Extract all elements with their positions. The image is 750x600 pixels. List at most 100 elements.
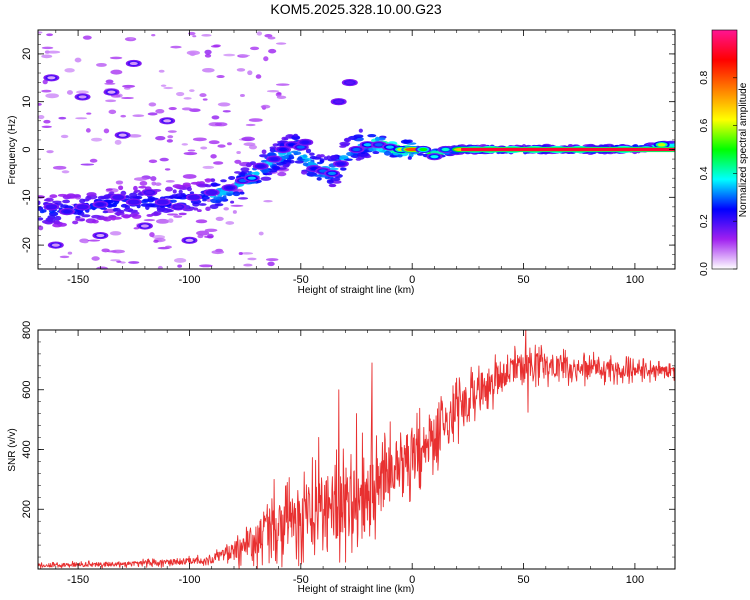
spectrogram-cell xyxy=(319,154,325,158)
spectrogram-cell xyxy=(190,181,200,185)
y-tick-label: -10 xyxy=(21,189,33,205)
spectrogram-speckle xyxy=(60,134,69,139)
spectrogram-speckle xyxy=(124,87,131,90)
x-tick-label: -100 xyxy=(178,574,200,586)
spectrogram-cell xyxy=(178,212,187,216)
x-tick-label: -100 xyxy=(178,274,200,286)
spectrogram-cell xyxy=(122,214,131,219)
spectrogram-speckle xyxy=(129,37,134,40)
spectrogram-cell xyxy=(85,218,97,224)
spectrogram-cell xyxy=(372,150,380,155)
spectrogram-speckle xyxy=(222,110,231,113)
spectrogram-speckle xyxy=(64,68,75,73)
spectrogram-speckle xyxy=(183,97,192,100)
spectrogram-speckle xyxy=(204,53,212,58)
snr-series-line xyxy=(38,330,675,569)
spectrogram-cell xyxy=(38,206,44,211)
spectrogram-cell xyxy=(172,184,183,189)
spectrogram-cell xyxy=(232,191,241,197)
spectrogram-speckle xyxy=(67,251,73,255)
spectrogram-speckle xyxy=(41,89,52,93)
spectrogram-speckle xyxy=(150,176,157,182)
x-tick-label: 50 xyxy=(517,574,529,586)
spectrogram-speckle xyxy=(41,54,53,59)
spectrogram-speckle xyxy=(111,249,125,254)
spectrogram-speckle xyxy=(196,230,210,236)
spectrogram-blob-core xyxy=(270,157,279,161)
spectrogram-speckle xyxy=(164,245,172,249)
spectrogram-cell xyxy=(204,184,212,188)
spectrogram-speckle xyxy=(245,123,256,127)
spectrogram-speckle xyxy=(160,84,167,87)
spectrogram-blob-core xyxy=(657,143,666,147)
spectrogram-cell xyxy=(339,155,349,160)
y-tick-label: 800 xyxy=(21,321,33,339)
spectrogram-cell xyxy=(389,154,397,158)
spectrogram-speckle xyxy=(276,95,287,100)
spectrogram-cell xyxy=(302,154,308,158)
spectrogram-speckle xyxy=(249,46,260,51)
spectrogram-speckle xyxy=(167,135,174,139)
spectrogram-speckle xyxy=(248,144,258,150)
spectrogram-speckle xyxy=(181,107,193,111)
spectrogram-cell xyxy=(85,195,92,201)
spectrogram-cell xyxy=(293,133,298,137)
colorbar-label: Normalized spectral amplitude xyxy=(738,82,749,217)
spectrogram-cell xyxy=(261,149,267,155)
spectrogram-speckle xyxy=(91,256,100,261)
colorbar-ticks: 0.0 0.2 0.4 0.6 0.8 xyxy=(699,70,737,276)
spectrogram-cell xyxy=(111,216,122,220)
spectrogram-cell xyxy=(102,210,109,214)
spectrogram-blob-core xyxy=(328,171,336,175)
spectrogram-blob-core xyxy=(174,205,183,209)
x-tick-label: -150 xyxy=(67,574,89,586)
spectrogram-cell xyxy=(297,156,303,160)
spectrogram-cell xyxy=(267,168,278,173)
spectrogram-speckle xyxy=(148,159,158,164)
spectrogram-blob-core xyxy=(336,162,345,166)
spectrogram-cell xyxy=(129,213,138,217)
spectrogram-speckle xyxy=(197,234,204,239)
spectrogram-cell xyxy=(260,176,272,181)
colorbar-tick-label: 0.6 xyxy=(699,118,710,132)
spectrogram-cell xyxy=(54,215,62,221)
spectrogram-cell xyxy=(147,196,156,201)
spectrogram-cell xyxy=(286,162,291,166)
spectrogram-cell xyxy=(118,185,124,191)
spectrogram-speckle xyxy=(275,83,290,86)
spectrogram-speckle xyxy=(238,252,243,256)
spectrogram-blob-core xyxy=(279,147,287,152)
spectrogram-cell xyxy=(339,145,347,148)
spectrogram-speckle xyxy=(208,140,220,145)
spectrogram-cell xyxy=(62,199,71,204)
spectrogram-speckle xyxy=(109,56,123,60)
spectrogram-speckle xyxy=(247,70,253,76)
spectrogram-speckle xyxy=(119,261,126,264)
colorbar-tick-label: 0.4 xyxy=(699,166,710,180)
spectrogram-cell xyxy=(205,206,211,211)
spectrogram-cell xyxy=(38,200,41,206)
spectrogram-speckle xyxy=(80,163,95,166)
spectrogram-speckle xyxy=(238,54,251,57)
spectrogram-speckle xyxy=(82,240,89,244)
spectrogram-cell xyxy=(123,207,134,212)
spectrogram-speckle xyxy=(43,119,51,124)
spectrogram-blob-core xyxy=(441,147,450,152)
spectrogram-cell xyxy=(305,148,312,154)
spectrogram-speckle xyxy=(248,118,263,122)
spectrogram-cell xyxy=(103,216,108,221)
spectrogram-speckle xyxy=(243,263,253,267)
spectrogram-speckle xyxy=(217,102,231,107)
spectrogram-speckle xyxy=(241,136,255,142)
spectrogram-blob-core xyxy=(430,155,439,159)
spectrogram-cell xyxy=(189,191,195,195)
spectrogram-speckle xyxy=(167,218,174,223)
spectrogram-cell xyxy=(105,188,113,191)
spectrogram-speckle xyxy=(115,180,124,185)
spectrogram-blob-core xyxy=(334,100,343,104)
spectrogram-cell xyxy=(57,222,67,227)
spectrogram-speckle xyxy=(277,171,287,177)
spectrogram-cell xyxy=(316,176,322,181)
spectrogram-cell xyxy=(158,207,168,211)
